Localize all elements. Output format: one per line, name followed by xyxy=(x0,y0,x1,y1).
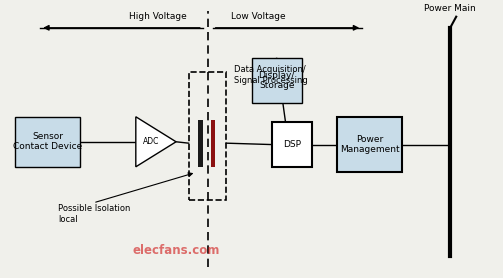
Text: Display/
Storage: Display/ Storage xyxy=(259,71,295,90)
Text: Low Voltage: Low Voltage xyxy=(231,12,285,21)
Text: Power Main: Power Main xyxy=(425,4,476,13)
Bar xyxy=(198,120,203,167)
Bar xyxy=(337,117,402,172)
Bar xyxy=(272,122,312,167)
Text: elecfans.com: elecfans.com xyxy=(132,244,220,257)
Text: Possible Isolation
local: Possible Isolation local xyxy=(58,204,130,224)
Text: Power
Management: Power Management xyxy=(340,135,399,154)
Bar xyxy=(15,117,80,167)
Text: High Voltage: High Voltage xyxy=(129,12,186,21)
Text: Data Acquisition/
Signal Processing: Data Acquisition/ Signal Processing xyxy=(234,65,308,85)
Polygon shape xyxy=(136,117,176,167)
Bar xyxy=(252,58,302,103)
Text: Sensor
Contact Device: Sensor Contact Device xyxy=(13,132,82,152)
Bar xyxy=(210,120,215,167)
Bar xyxy=(189,72,226,200)
Text: DSP: DSP xyxy=(283,140,301,149)
Text: ADC: ADC xyxy=(143,137,159,146)
